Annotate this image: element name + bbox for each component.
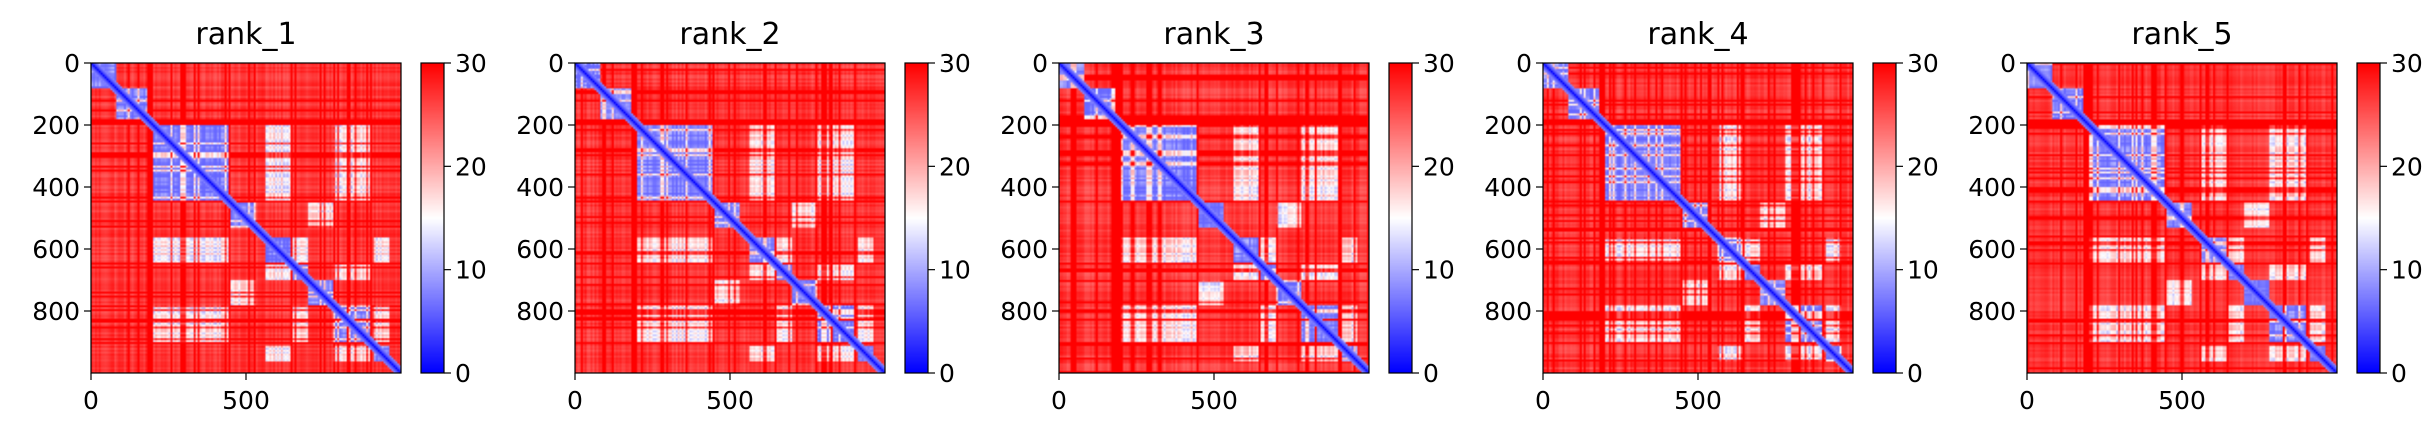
chart-title: rank_3 <box>1163 17 1264 52</box>
colorbar-tick-label: 0 <box>1423 359 1439 388</box>
y-tick-label: 800 <box>516 297 564 326</box>
y-tick-label: 600 <box>1484 235 1532 264</box>
colorbar-frame <box>1388 62 1413 374</box>
colorbar <box>2357 63 2380 373</box>
colorbar-tick-label: 30 <box>455 49 487 78</box>
colorbar-tick-label: 20 <box>1907 152 1939 181</box>
x-tick-label: 0 <box>83 386 99 415</box>
y-tick-label: 200 <box>32 111 80 140</box>
chart-title: rank_4 <box>1647 17 1748 52</box>
heatmap-image <box>575 63 885 373</box>
colorbar-tick-label: 0 <box>2391 359 2407 388</box>
y-tick-label: 800 <box>1484 297 1532 326</box>
y-tick-label: 400 <box>1968 173 2016 202</box>
y-tick-label: 800 <box>1968 297 2016 326</box>
colorbar-tick-label: 30 <box>1423 49 1455 78</box>
y-tick-label: 600 <box>516 235 564 264</box>
colorbar <box>1389 63 1412 373</box>
x-tick-label: 500 <box>1674 386 1722 415</box>
colorbar-frame <box>904 62 929 374</box>
y-tick-label: 600 <box>1968 235 2016 264</box>
panel-4: rank_4 0 200 400 600 800 0 500 0 10 20 30 <box>1484 17 1939 415</box>
chart-title: rank_5 <box>2131 17 2232 52</box>
heatmap-image <box>1543 63 1853 373</box>
y-tick-label: 200 <box>1000 111 1048 140</box>
y-tick-label: 600 <box>1000 235 1048 264</box>
heatmap-image <box>1059 63 1369 373</box>
colorbar-tick-label: 20 <box>2391 152 2423 181</box>
x-tick-label: 500 <box>706 386 754 415</box>
panel-1: rank_1 0 200 400 600 800 0 500 0 10 20 30 <box>32 17 487 415</box>
colorbar-frame <box>2356 62 2381 374</box>
colorbar-tick-label: 10 <box>1423 256 1455 285</box>
colorbar-tick-label: 10 <box>1907 256 1939 285</box>
heatmap-image <box>2027 63 2337 373</box>
y-tick-label: 0 <box>548 49 564 78</box>
y-tick-label: 400 <box>32 173 80 202</box>
colorbar-tick-label: 10 <box>2391 256 2423 285</box>
heatmap-image <box>91 63 401 373</box>
colorbar-tick-label: 30 <box>2391 49 2423 78</box>
x-tick-label: 0 <box>567 386 583 415</box>
y-tick-label: 200 <box>1968 111 2016 140</box>
colorbar-tick-label: 0 <box>1907 359 1923 388</box>
panel-3: rank_3 0 200 400 600 800 0 500 0 10 20 30 <box>1000 17 1455 415</box>
chart-title: rank_2 <box>679 17 780 52</box>
x-tick-label: 500 <box>222 386 270 415</box>
y-tick-label: 0 <box>2000 49 2016 78</box>
y-tick-label: 0 <box>64 49 80 78</box>
colorbar-frame <box>1872 62 1897 374</box>
colorbar-frame <box>420 62 445 374</box>
x-tick-label: 0 <box>1051 386 1067 415</box>
x-tick-label: 0 <box>1535 386 1551 415</box>
y-tick-label: 0 <box>1516 49 1532 78</box>
y-tick-label: 200 <box>516 111 564 140</box>
y-tick-label: 800 <box>1000 297 1048 326</box>
colorbar-tick-label: 10 <box>939 256 971 285</box>
y-tick-label: 400 <box>1000 173 1048 202</box>
y-tick-label: 600 <box>32 235 80 264</box>
y-tick-label: 400 <box>516 173 564 202</box>
x-tick-label: 500 <box>2158 386 2206 415</box>
colorbar-tick-label: 30 <box>1907 49 1939 78</box>
colorbar-tick-label: 30 <box>939 49 971 78</box>
colorbar-tick-label: 20 <box>455 152 487 181</box>
colorbar <box>421 63 444 373</box>
colorbar-tick-label: 0 <box>455 359 471 388</box>
panel-2: rank_2 0 200 400 600 800 0 500 0 10 20 30 <box>516 17 971 415</box>
colorbar-tick-label: 20 <box>1423 152 1455 181</box>
x-tick-label: 500 <box>1190 386 1238 415</box>
y-tick-label: 400 <box>1484 173 1532 202</box>
colorbar <box>905 63 928 373</box>
y-tick-label: 800 <box>32 297 80 326</box>
chart-title: rank_1 <box>195 17 296 52</box>
colorbar-tick-label: 10 <box>455 256 487 285</box>
y-tick-label: 0 <box>1032 49 1048 78</box>
colorbar-tick-label: 20 <box>939 152 971 181</box>
y-tick-label: 200 <box>1484 111 1532 140</box>
colorbar-tick-label: 0 <box>939 359 955 388</box>
x-tick-label: 0 <box>2019 386 2035 415</box>
panel-5: rank_5 0 200 400 600 800 0 500 0 10 20 30 <box>1968 17 2423 415</box>
colorbar <box>1873 63 1896 373</box>
